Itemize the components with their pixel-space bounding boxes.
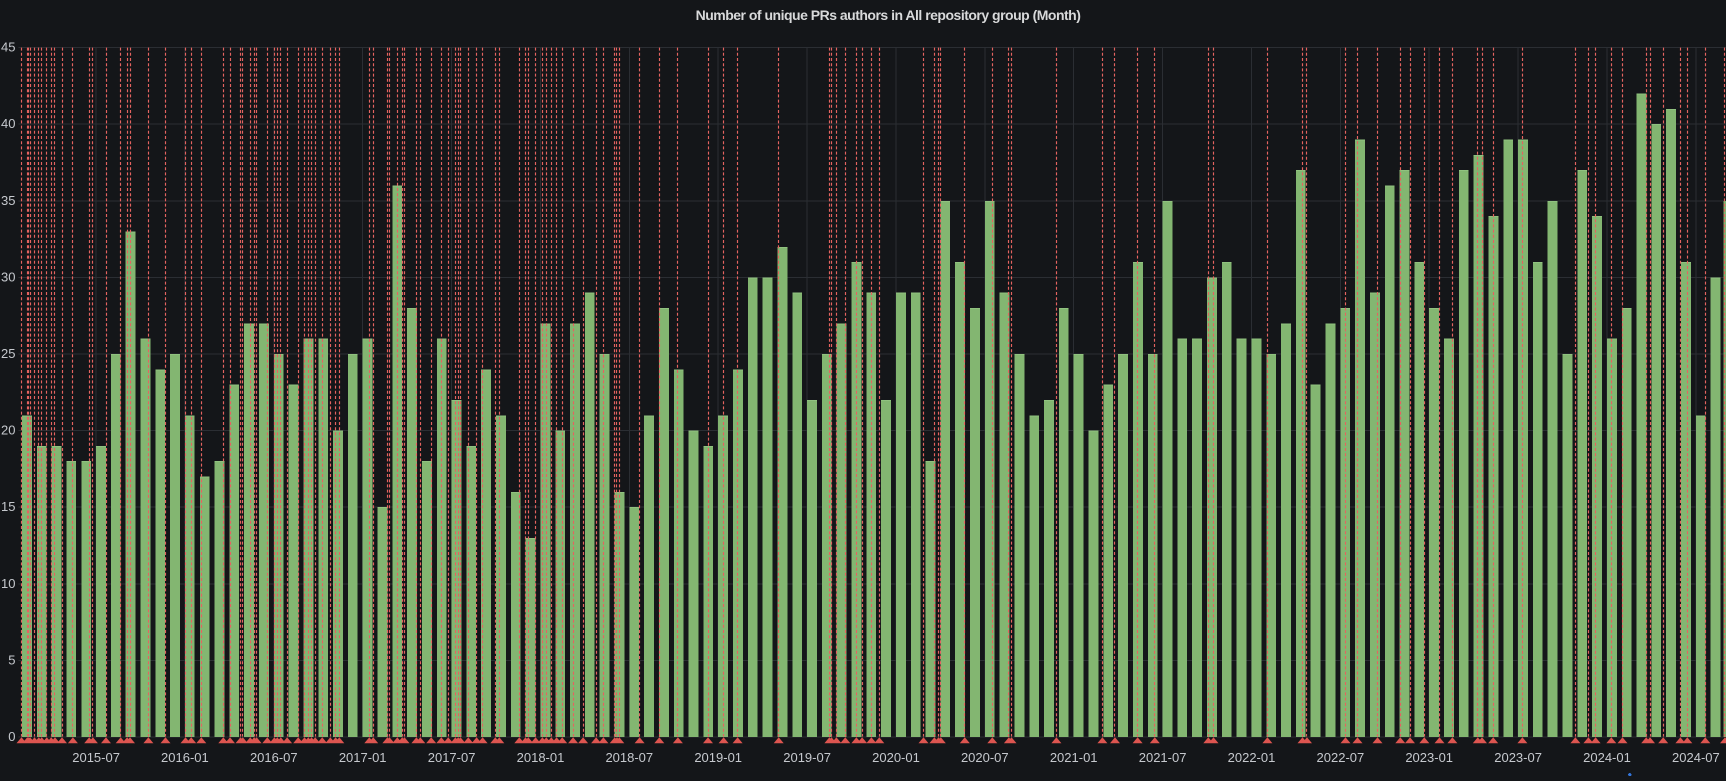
svg-text:2019-07: 2019-07 [783, 750, 831, 765]
svg-text:2022-01: 2022-01 [1228, 750, 1276, 765]
svg-text:2020-07: 2020-07 [961, 750, 1009, 765]
svg-text:35: 35 [1, 193, 15, 208]
svg-text:30: 30 [1, 269, 15, 284]
svg-text:2015-07: 2015-07 [72, 750, 120, 765]
svg-text:2022-07: 2022-07 [1317, 750, 1365, 765]
svg-text:10: 10 [1, 576, 15, 591]
svg-text:20: 20 [1, 423, 15, 438]
svg-text:2021-07: 2021-07 [1139, 750, 1187, 765]
svg-text:2024-01: 2024-01 [1583, 750, 1631, 765]
svg-text:2021-01: 2021-01 [1050, 750, 1098, 765]
svg-text:40: 40 [1, 116, 15, 131]
svg-text:15: 15 [1, 499, 15, 514]
svg-text:0: 0 [8, 729, 15, 744]
svg-text:2017-01: 2017-01 [339, 750, 387, 765]
svg-text:2016-07: 2016-07 [250, 750, 298, 765]
svg-text:2020-01: 2020-01 [872, 750, 920, 765]
svg-text:2018-01: 2018-01 [517, 750, 565, 765]
svg-text:2023-01: 2023-01 [1405, 750, 1453, 765]
svg-text:25: 25 [1, 346, 15, 361]
svg-text:2024-07: 2024-07 [1672, 750, 1720, 765]
svg-text:2023-07: 2023-07 [1494, 750, 1542, 765]
svg-text:2018-07: 2018-07 [605, 750, 653, 765]
svg-text:Number of unique PRs authors i: Number of unique PRs authors in All repo… [696, 7, 1081, 23]
svg-text:2019-01: 2019-01 [694, 750, 742, 765]
svg-text:2017-07: 2017-07 [428, 750, 476, 765]
svg-text:2016-01: 2016-01 [161, 750, 209, 765]
svg-text:45: 45 [1, 40, 15, 55]
svg-text:5: 5 [8, 652, 15, 667]
